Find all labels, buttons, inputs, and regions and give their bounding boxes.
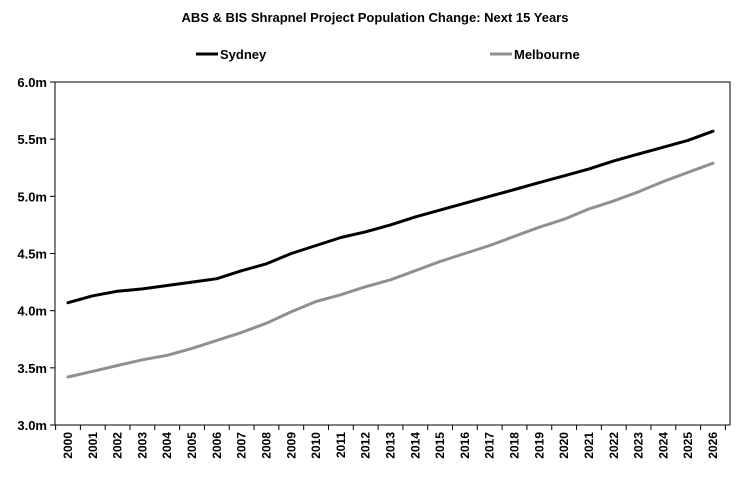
- legend-label-melbourne: Melbourne: [514, 47, 580, 62]
- chart-title: ABS & BIS Shrapnel Project Population Ch…: [182, 10, 569, 25]
- x-tick-label: 2000: [61, 432, 75, 459]
- x-tick-label: 2006: [210, 432, 224, 459]
- x-tick-label: 2015: [433, 432, 447, 459]
- x-tick-label: 2016: [458, 432, 472, 459]
- series-layer: [66, 129, 715, 379]
- x-tick-label: 2005: [185, 432, 199, 459]
- x-tick-label: 2010: [309, 432, 323, 459]
- y-tick-label: 5.5m: [17, 132, 47, 147]
- x-tick-label: 2026: [706, 432, 720, 459]
- x-tick-label: 2019: [532, 432, 546, 459]
- legend-label-sydney: Sydney: [220, 47, 267, 62]
- x-tick-label: 2020: [557, 432, 571, 459]
- y-tick-label: 3.5m: [17, 361, 47, 376]
- x-tick-label: 2014: [408, 432, 422, 459]
- series-line-melbourne: [66, 161, 715, 379]
- y-tick-label: 3.0m: [17, 418, 47, 433]
- x-tick-label: 2022: [607, 432, 621, 459]
- plot-area: [54, 81, 731, 426]
- x-tick-label: 2012: [359, 432, 373, 459]
- x-tick-label: 2001: [86, 432, 100, 459]
- x-tick-label: 2017: [483, 432, 497, 459]
- x-tick-label: 2008: [259, 432, 273, 459]
- y-axis: 3.0m 3.5m 4.0m 4.5m 5.0m 5.5m 6.0m: [17, 75, 55, 433]
- series-line-sydney: [66, 129, 715, 305]
- y-tick-label: 5.0m: [17, 189, 47, 204]
- x-axis: 2000 2001 2002 2003 2004 2005 2006 2007 2008 2009…: [55, 425, 726, 459]
- x-tick-label: 2007: [235, 432, 249, 459]
- x-tick-label: 2021: [582, 432, 596, 459]
- y-tick-label: 4.5m: [17, 247, 47, 262]
- y-tick-label: 4.0m: [17, 304, 47, 319]
- x-tick-label: 2018: [508, 432, 522, 459]
- x-tick-label: 2023: [632, 432, 646, 459]
- x-tick-label: 2009: [284, 432, 298, 459]
- x-tick-label: 2011: [334, 432, 348, 458]
- x-tick-label: 2024: [656, 432, 670, 459]
- legend: Sydney Melbourne: [196, 47, 580, 62]
- x-tick-label: 2003: [135, 432, 149, 459]
- x-tick-label: 2004: [160, 432, 174, 459]
- y-tick-label: 6.0m: [17, 75, 47, 90]
- x-tick-label: 2025: [681, 432, 695, 459]
- x-tick-label: 2013: [384, 432, 398, 459]
- x-tick-label: 2002: [111, 432, 125, 459]
